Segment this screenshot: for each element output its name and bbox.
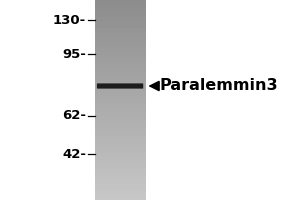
Text: 62-: 62- [62,109,86,122]
Text: Paralemmin3: Paralemmin3 [160,78,278,93]
Text: 130-: 130- [53,14,86,26]
Text: 42-: 42- [62,148,86,160]
Text: 95-: 95- [62,47,86,60]
FancyBboxPatch shape [97,83,143,89]
